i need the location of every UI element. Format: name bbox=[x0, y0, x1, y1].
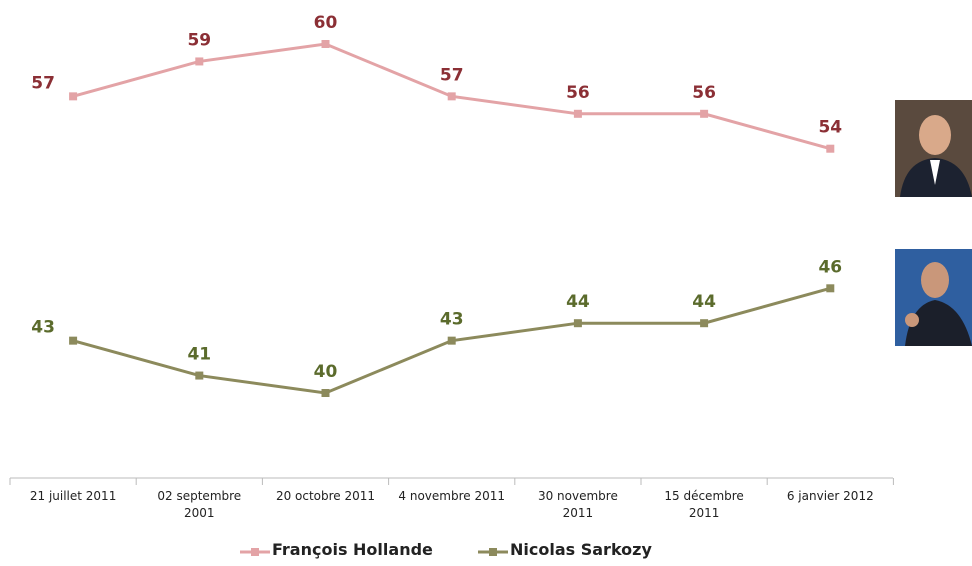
legend-label: Nicolas Sarkozy bbox=[510, 540, 652, 559]
data-label: 57 bbox=[440, 65, 464, 85]
point-marker bbox=[826, 144, 835, 153]
data-label: 59 bbox=[187, 30, 211, 50]
data-label: 56 bbox=[566, 83, 590, 103]
point-marker bbox=[700, 109, 709, 118]
point-marker bbox=[321, 389, 330, 397]
legend-swatch-marker bbox=[251, 548, 259, 556]
photo-hollande bbox=[895, 100, 972, 197]
data-label: 40 bbox=[314, 362, 338, 382]
point-marker bbox=[573, 109, 582, 118]
point-marker bbox=[573, 319, 582, 328]
data-label: 44 bbox=[692, 292, 716, 312]
data-label: 57 bbox=[31, 73, 55, 93]
x-tick-label: 15 décembre 2011 bbox=[664, 489, 744, 520]
data-label: 54 bbox=[818, 118, 842, 138]
data-label: 56 bbox=[692, 83, 716, 103]
data-label: 43 bbox=[31, 318, 55, 338]
legend-label: François Hollande bbox=[272, 540, 433, 559]
x-tick-label: 02 septembre 2001 bbox=[157, 489, 242, 520]
x-tick-label: 4 novembre 2011 bbox=[398, 489, 505, 503]
x-tick-label: 6 janvier 2012 bbox=[786, 489, 874, 503]
point-marker bbox=[700, 319, 709, 328]
x-tick-label: 21 juillet 2011 bbox=[29, 489, 117, 503]
x-tick-label: 20 octobre 2011 bbox=[275, 489, 376, 503]
point-marker bbox=[447, 92, 456, 101]
point-marker bbox=[321, 40, 330, 48]
point-marker bbox=[195, 371, 204, 380]
photo-sarkozy bbox=[895, 249, 972, 346]
point-marker bbox=[826, 284, 835, 293]
point-marker bbox=[69, 336, 78, 345]
legend-swatch-marker bbox=[489, 548, 497, 556]
point-marker bbox=[447, 336, 456, 345]
x-tick-label: 30 novembre 2011 bbox=[537, 489, 618, 520]
data-label: 41 bbox=[187, 345, 211, 365]
data-label: 43 bbox=[440, 310, 464, 330]
data-label: 60 bbox=[314, 13, 338, 33]
data-label: 44 bbox=[566, 292, 590, 312]
point-marker bbox=[195, 57, 204, 66]
point-marker bbox=[69, 92, 78, 101]
data-label: 46 bbox=[818, 257, 842, 277]
